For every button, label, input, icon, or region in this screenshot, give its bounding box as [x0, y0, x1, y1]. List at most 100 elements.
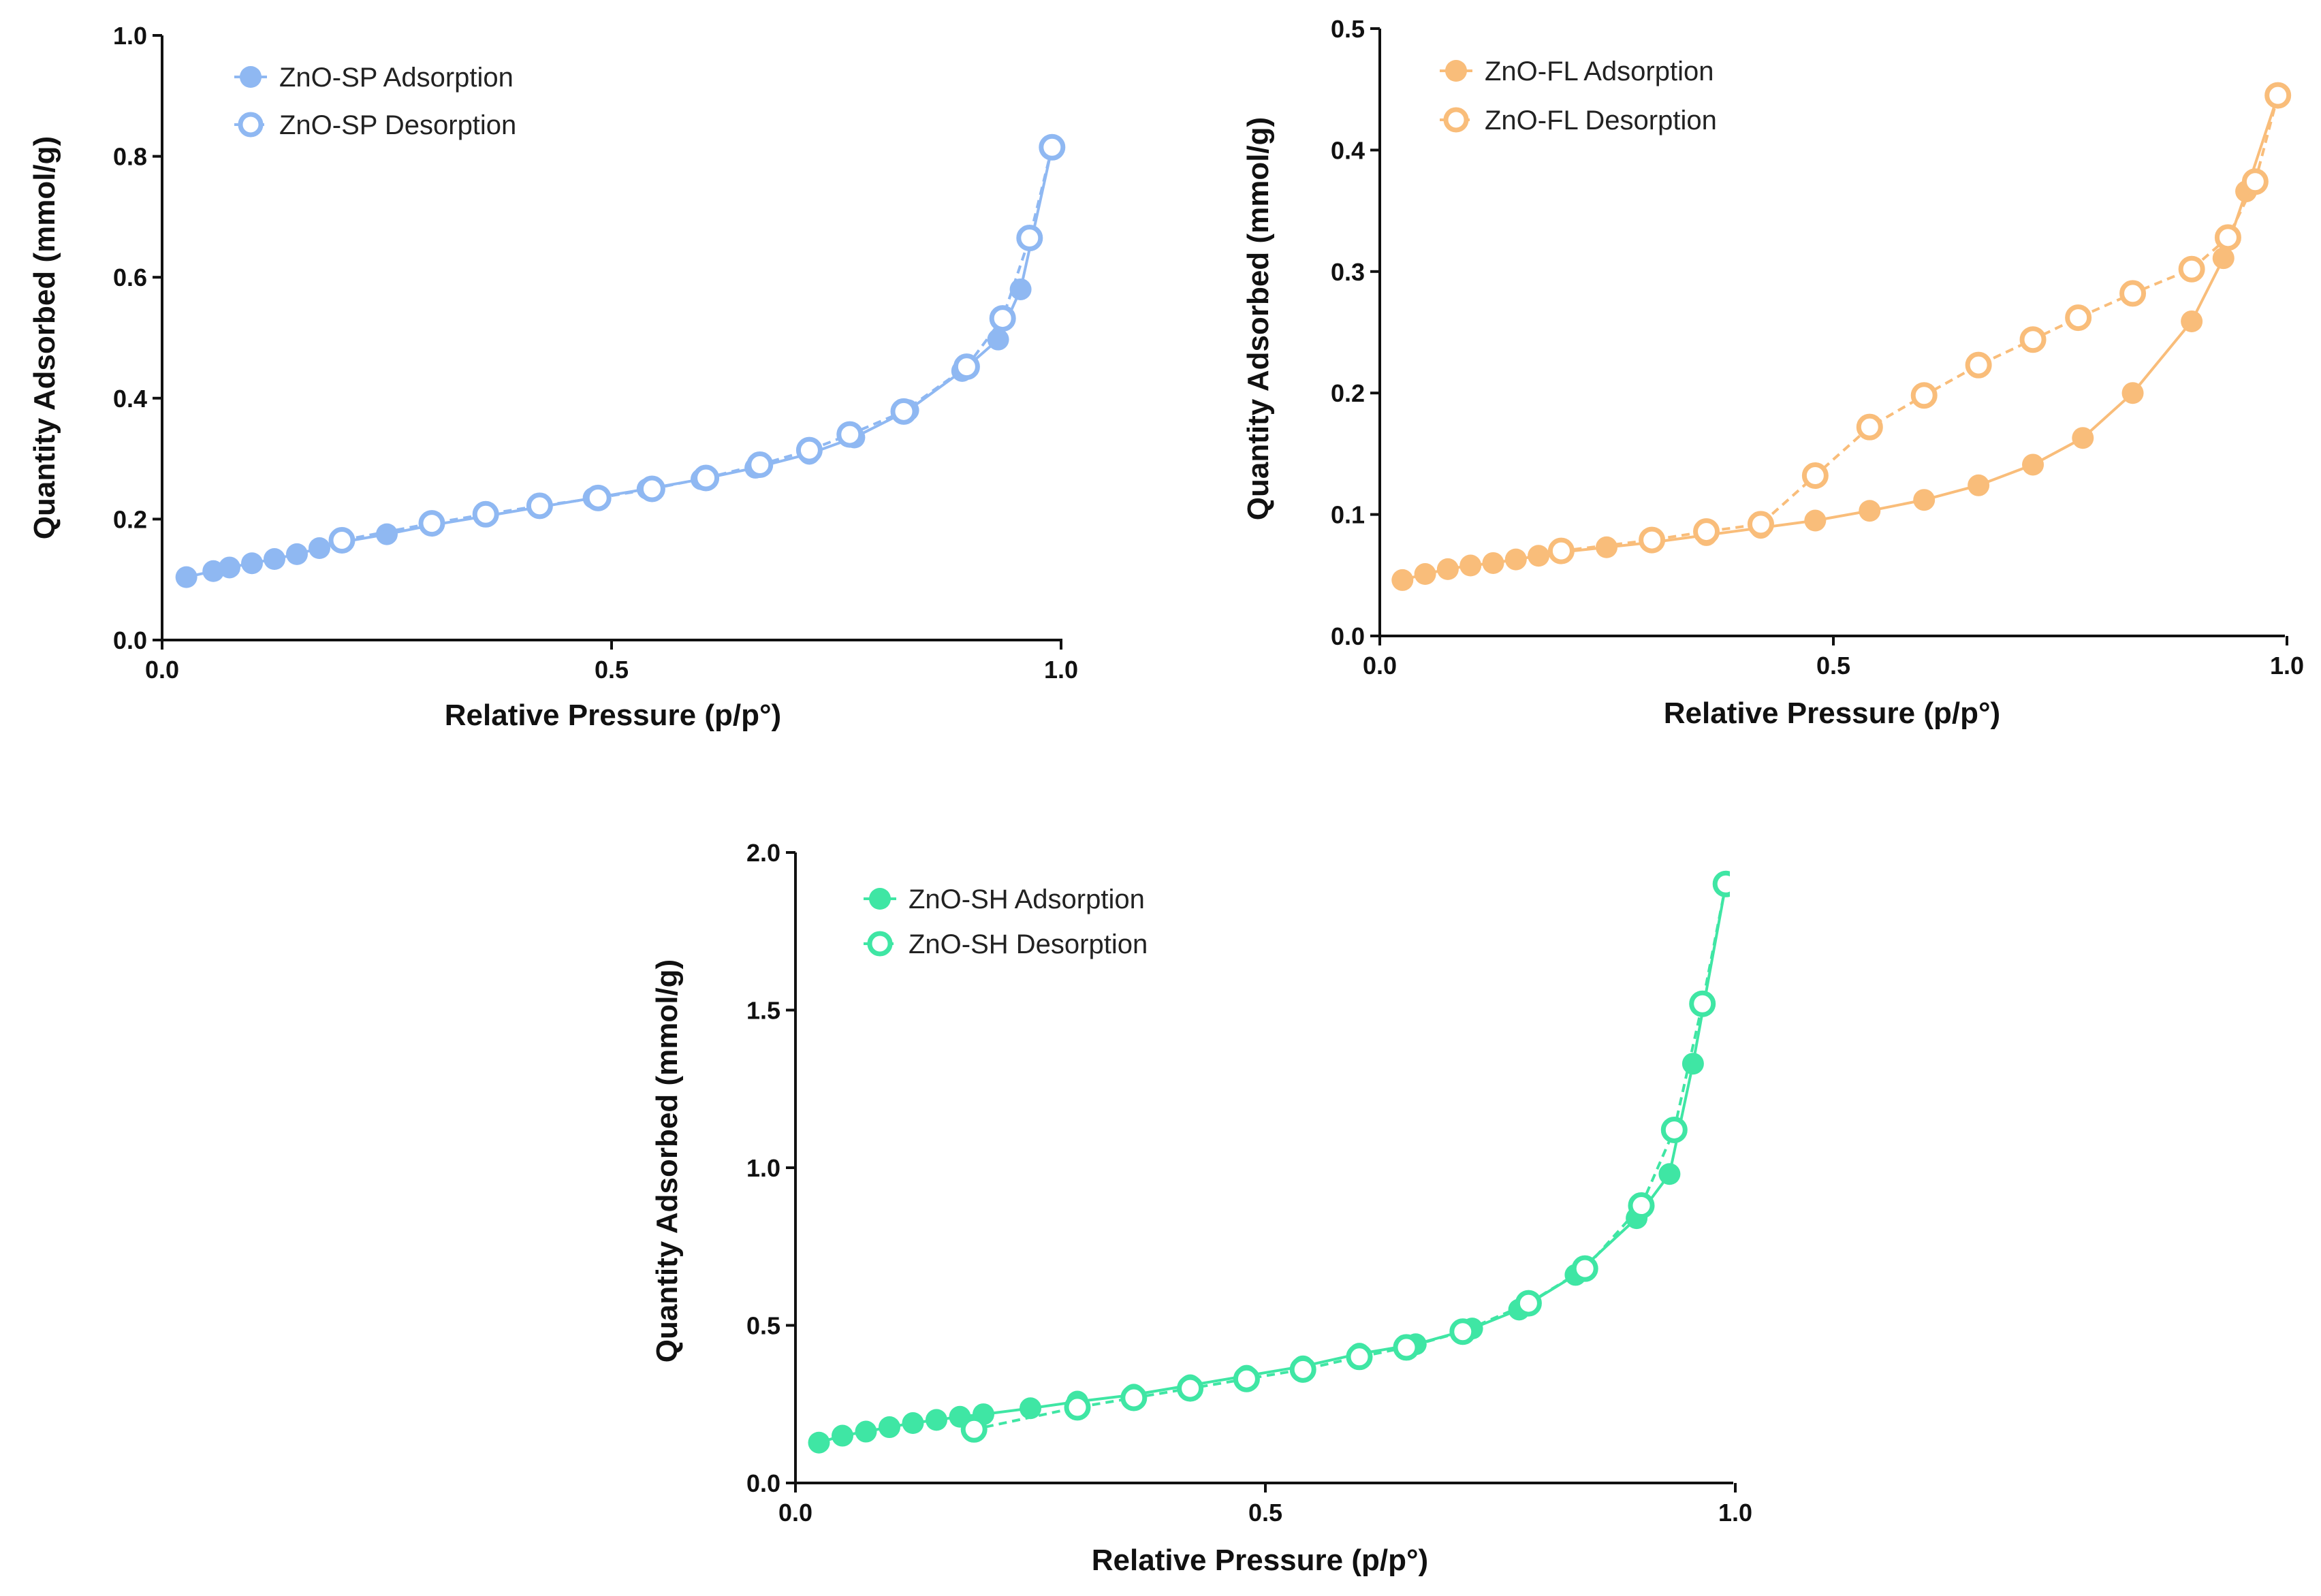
- data-point-desorption: [1639, 526, 1666, 554]
- legend-desorption-label: ZnO-SP Desorption: [279, 110, 516, 140]
- y-tick-label: 0.6: [113, 264, 147, 291]
- y-tick-label: 0.3: [1331, 258, 1365, 286]
- data-point-desorption: [1449, 1318, 1477, 1345]
- data-point-desorption: [989, 305, 1016, 332]
- data-point-adsorption: [2072, 427, 2094, 449]
- data-point-desorption: [1515, 1290, 1542, 1317]
- data-point-adsorption: [175, 566, 198, 588]
- y-ticks: 0.0 0.1 0.2 0.3 0.4 0.5: [1331, 15, 1380, 650]
- data-point-desorption: [1693, 518, 1720, 545]
- x-tick-label: 0.5: [1248, 1499, 1282, 1527]
- data-point-adsorption: [1913, 489, 1936, 511]
- x-ticks: 0.0 0.5 1.0: [145, 640, 1078, 684]
- data-point-adsorption: [2212, 247, 2235, 270]
- y-tick-label: 0.8: [113, 143, 147, 171]
- legend-desorption-marker: [867, 931, 893, 957]
- series-adsorption: [1391, 84, 2289, 591]
- data-point-adsorption: [926, 1409, 947, 1431]
- x-ticks: 0.0 0.5 1.0: [778, 1483, 1752, 1527]
- legend-adsorption-label: ZnO-SH Adsorption: [909, 884, 1145, 914]
- data-point-adsorption: [832, 1424, 853, 1447]
- chart-panel-sh: 0.0 0.5 1.0 1.5 2.0 0.0 0.5 1.0 Relative Press…: [650, 839, 1752, 1577]
- data-point-desorption: [1547, 537, 1575, 564]
- x-tick-label: 1.0: [1044, 656, 1078, 684]
- data-point-desorption: [1965, 351, 1992, 379]
- data-point-adsorption: [1658, 1163, 1681, 1185]
- data-point-desorption: [693, 464, 720, 492]
- data-point-adsorption: [987, 328, 1009, 351]
- data-point-adsorption: [879, 1416, 900, 1439]
- data-point-desorption: [890, 398, 917, 425]
- data-point-adsorption: [1681, 1053, 1704, 1075]
- data-point-adsorption: [902, 1412, 924, 1435]
- plot-area: [1391, 82, 2292, 591]
- data-point-adsorption: [219, 556, 240, 579]
- data-point-adsorption: [1459, 554, 1482, 577]
- legend-desorption-label: ZnO-SH Desorption: [909, 929, 1148, 959]
- series-adsorption: [808, 873, 1730, 1454]
- legend: ZnO-SH Adsorption ZnO-SH Desorption: [864, 884, 1148, 959]
- y-tick-label: 0.2: [1331, 379, 1365, 407]
- data-point-adsorption: [241, 552, 263, 575]
- series-line-adsorption: [1402, 95, 2279, 581]
- y-tick-label: 0.2: [113, 505, 147, 533]
- data-point-desorption: [1747, 511, 1774, 538]
- chart-panel-fl: 0.0 0.1 0.2 0.3 0.4 0.5 0.0 0.5 1.0 Relative Pr…: [1242, 15, 2304, 730]
- data-point-desorption: [1039, 133, 1066, 161]
- x-ticks: 0.0 0.5 1.0: [1363, 636, 2304, 680]
- data-point-desorption: [1801, 462, 1829, 490]
- chart-panel-sp: 0.0 0.2 0.4 0.6 0.8 1.0 0.0 0.5 1.0 Relative Pr…: [28, 22, 1078, 732]
- data-point-desorption: [638, 475, 665, 502]
- data-point-adsorption: [1504, 548, 1527, 571]
- data-point-desorption: [1177, 1375, 1204, 1402]
- x-tick-label: 1.0: [1718, 1499, 1752, 1527]
- data-point-desorption: [953, 353, 980, 381]
- legend-adsorption-marker: [240, 66, 262, 88]
- y-axis-label: Quantity Adsorbed (mmol/g): [650, 959, 684, 1362]
- data-point-desorption: [2019, 326, 2047, 353]
- data-point-adsorption: [1414, 563, 1436, 586]
- legend: ZnO-FL Adsorption ZnO-FL Desorption: [1440, 57, 1717, 135]
- y-tick-label: 0.1: [1331, 501, 1365, 529]
- data-point-adsorption: [376, 523, 398, 545]
- data-point-desorption: [1856, 413, 1883, 441]
- series-adsorption: [175, 136, 1063, 588]
- data-point-adsorption: [264, 548, 285, 571]
- series-line-adsorption: [818, 883, 1728, 1444]
- data-point-desorption: [2264, 82, 2292, 109]
- data-point-desorption: [526, 492, 553, 520]
- y-axis-label: Quantity Adsorbed (mmol/g): [28, 136, 61, 539]
- legend: ZnO-SP Adsorption ZnO-SP Desorption: [234, 63, 516, 140]
- y-tick-label: 1.0: [113, 22, 147, 50]
- data-point-desorption: [1910, 382, 1938, 409]
- y-ticks: 0.0 0.5 1.0 1.5 2.0: [746, 839, 795, 1497]
- x-tick-label: 0.0: [145, 656, 179, 684]
- x-axis-label: Relative Pressure (p/p°): [1092, 1544, 1428, 1577]
- data-point-adsorption: [1482, 552, 1504, 574]
- x-axis-label: Relative Pressure (p/p°): [445, 699, 781, 732]
- data-point-desorption: [1064, 1394, 1091, 1421]
- data-point-desorption: [2065, 304, 2092, 332]
- data-point-desorption: [1628, 1192, 1655, 1219]
- legend-adsorption-label: ZnO-FL Adsorption: [1485, 57, 1714, 86]
- data-point-desorption: [1393, 1334, 1420, 1361]
- data-point-adsorption: [855, 1420, 877, 1443]
- plot-area: [175, 133, 1066, 588]
- data-point-desorption: [1689, 990, 1716, 1017]
- data-point-desorption: [960, 1416, 988, 1443]
- data-point-adsorption: [1391, 569, 1414, 591]
- series-line-desorption: [1561, 95, 2279, 553]
- y-tick-label: 1.5: [746, 997, 780, 1025]
- legend-desorption-marker: [1443, 107, 1469, 133]
- y-tick-label: 0.4: [113, 385, 147, 413]
- data-point-desorption: [1016, 224, 1043, 251]
- y-tick-label: 0.0: [1331, 622, 1365, 650]
- legend-desorption-label: ZnO-FL Desorption: [1485, 106, 1717, 135]
- data-point-adsorption: [1436, 558, 1459, 580]
- y-axis-label: Quantity Adsorbed (mmol/g): [1242, 117, 1275, 520]
- y-tick-label: 1.0: [746, 1154, 780, 1182]
- y-tick-label: 0.0: [113, 626, 147, 654]
- x-tick-label: 1.0: [2270, 652, 2304, 680]
- data-point-adsorption: [2022, 453, 2044, 476]
- data-point-adsorption: [1596, 536, 1617, 558]
